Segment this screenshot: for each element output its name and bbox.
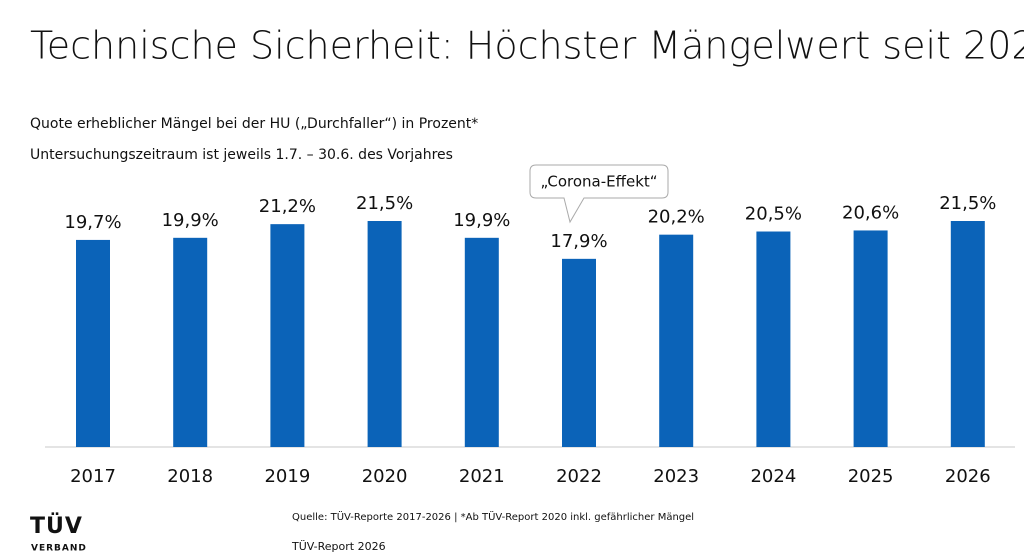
chart-title: Technische Sicherheit: Höchster Mängelwe…	[30, 24, 1024, 68]
value-label: 21,5%	[356, 193, 413, 214]
bar	[464, 237, 499, 447]
callout-box	[529, 164, 669, 224]
bar	[756, 231, 791, 447]
bar	[173, 237, 208, 447]
bar	[562, 258, 596, 447]
x-tick-label: 2021	[459, 466, 505, 487]
x-tick-label: 2020	[362, 466, 408, 487]
value-label: 20,6%	[842, 202, 899, 223]
value-label: 17,9%	[550, 231, 607, 252]
bar	[853, 230, 888, 447]
value-label: 21,5%	[939, 193, 996, 214]
logo-text: TÜV	[30, 513, 83, 539]
bar	[367, 221, 402, 447]
x-tick-label: 2022	[556, 466, 602, 487]
x-tick-label: 2018	[167, 466, 213, 487]
value-label: 20,2%	[648, 207, 705, 228]
report-note: TÜV-Report 2026	[291, 540, 386, 553]
logo-subtext: VERBAND	[31, 544, 87, 554]
annotation: „Corona-Effekt“	[540, 173, 657, 191]
value-label: 19,7%	[64, 212, 121, 233]
bar	[950, 221, 985, 447]
bar	[270, 224, 305, 447]
x-tick-label: 2024	[750, 466, 796, 487]
value-label: 21,2%	[259, 196, 316, 217]
subtitle: Untersuchungszeitraum ist jeweils 1.7. –…	[30, 147, 453, 163]
x-tick-label: 2019	[264, 466, 310, 487]
value-label: 19,9%	[162, 210, 219, 231]
x-tick-label: 2026	[945, 466, 991, 487]
source-note: Quelle: TÜV-Reporte 2017-2026 | *Ab TÜV-…	[292, 510, 694, 523]
x-tick-label: 2025	[848, 466, 894, 487]
subtitle: Quote erheblicher Mängel bei der HU („Du…	[30, 116, 478, 132]
annotation-callout: „Corona-Effekt“	[529, 164, 669, 224]
bar	[659, 234, 694, 447]
x-tick-label: 2023	[653, 466, 699, 487]
value-label: 20,5%	[745, 204, 802, 225]
bar	[76, 239, 110, 447]
value-label: 19,9%	[453, 210, 510, 231]
x-tick-label: 2017	[70, 466, 116, 487]
